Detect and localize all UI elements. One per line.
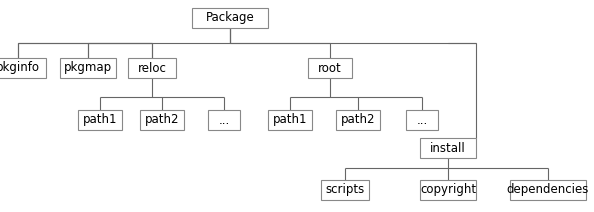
Text: pkgmap: pkgmap (64, 61, 112, 74)
FancyBboxPatch shape (420, 180, 476, 200)
FancyBboxPatch shape (0, 58, 46, 78)
Text: root: root (318, 61, 342, 74)
FancyBboxPatch shape (78, 110, 122, 130)
Text: ...: ... (219, 113, 230, 127)
Text: dependencies: dependencies (507, 184, 589, 197)
Text: Package: Package (206, 11, 254, 25)
Text: pkginfo: pkginfo (0, 61, 40, 74)
FancyBboxPatch shape (140, 110, 184, 130)
Text: ...: ... (416, 113, 428, 127)
FancyBboxPatch shape (308, 58, 352, 78)
FancyBboxPatch shape (321, 180, 369, 200)
Text: path1: path1 (83, 113, 117, 127)
Text: path2: path2 (145, 113, 179, 127)
FancyBboxPatch shape (208, 110, 240, 130)
Text: reloc: reloc (138, 61, 166, 74)
Text: path2: path2 (341, 113, 375, 127)
FancyBboxPatch shape (406, 110, 438, 130)
FancyBboxPatch shape (268, 110, 312, 130)
FancyBboxPatch shape (60, 58, 116, 78)
Text: copyright: copyright (420, 184, 476, 197)
Text: path1: path1 (273, 113, 307, 127)
Text: install: install (430, 141, 466, 155)
FancyBboxPatch shape (128, 58, 176, 78)
Text: scripts: scripts (326, 184, 365, 197)
FancyBboxPatch shape (420, 138, 476, 158)
FancyBboxPatch shape (192, 8, 268, 28)
FancyBboxPatch shape (336, 110, 380, 130)
FancyBboxPatch shape (510, 180, 586, 200)
